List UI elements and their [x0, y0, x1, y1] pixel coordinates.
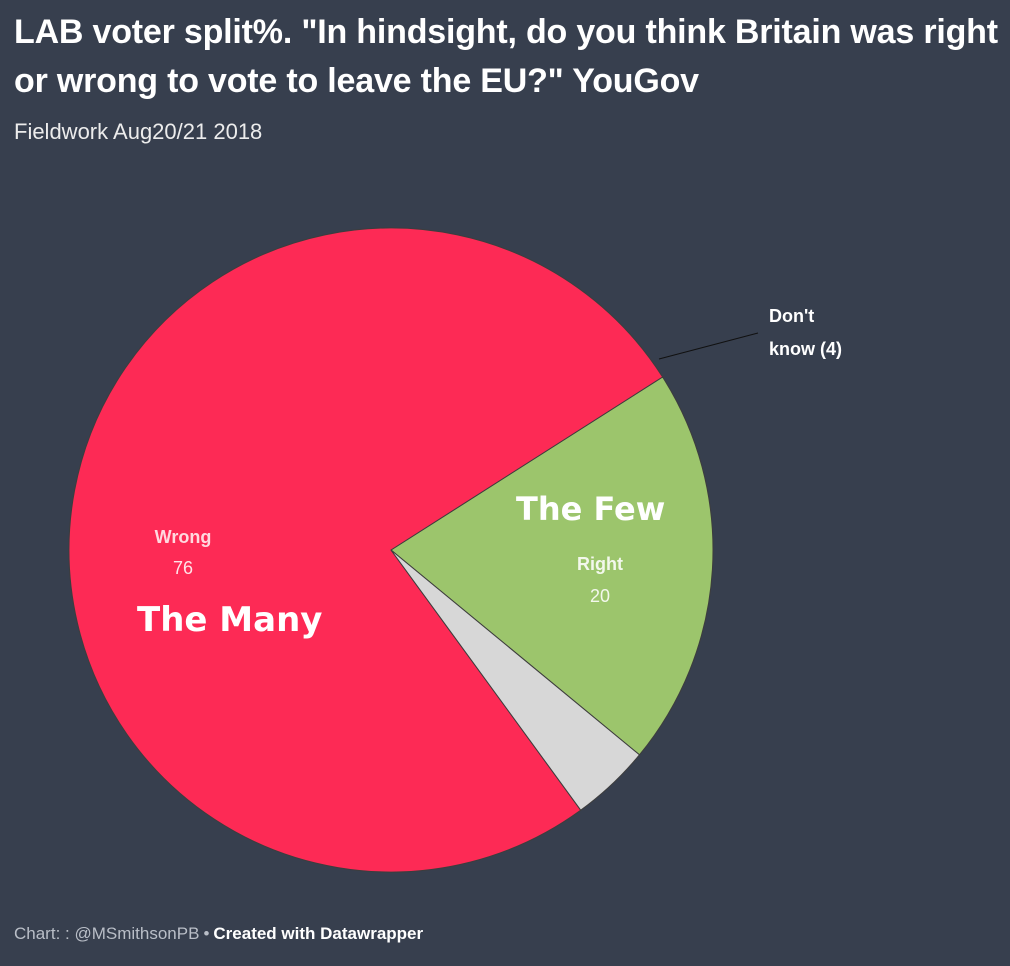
slice-label-wrong: Wrong [155, 527, 212, 547]
pie-slices [68, 227, 714, 873]
pie-slice-wrong [68, 227, 664, 873]
dont-know-leader-line [658, 332, 759, 360]
chart-title: LAB voter split%. "In hindsight, do you … [14, 13, 998, 100]
pie-slice-right [390, 376, 714, 756]
footer: Chart: : @MSmithsonPB • Created with Dataw… [14, 922, 423, 946]
slice-value-right: 20 [590, 586, 610, 606]
dont-know-label-line1: Don't [769, 306, 814, 326]
slice-value-wrong: 76 [173, 558, 193, 578]
dont-know-label-line2: know (4) [769, 339, 842, 359]
slice-label-right: Right [577, 554, 623, 574]
chart-subtitle: Fieldwork Aug20/21 2018 [14, 119, 263, 144]
footer-separator: • [203, 924, 210, 943]
annotation-the-few: The Few [516, 490, 665, 528]
footer-source: Chart: : @MSmithsonPB [14, 924, 200, 943]
pie-slice-don-t-know [390, 549, 641, 811]
annotation-the-many: The Many [137, 600, 322, 640]
footer-credit[interactable]: Created with Datawrapper [213, 924, 424, 943]
